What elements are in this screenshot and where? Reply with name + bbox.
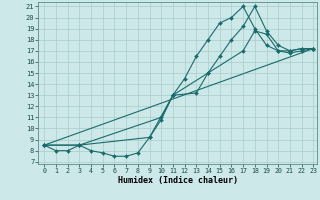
X-axis label: Humidex (Indice chaleur): Humidex (Indice chaleur)	[118, 176, 238, 185]
